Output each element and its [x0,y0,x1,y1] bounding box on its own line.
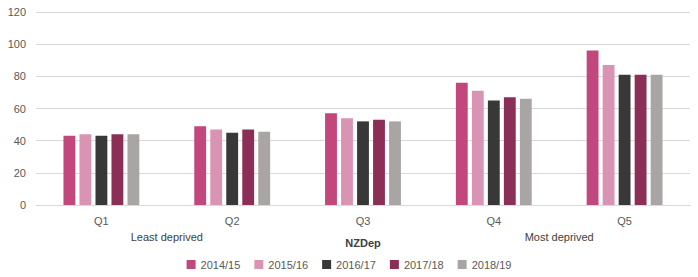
svg-text:2015/16: 2015/16 [268,259,308,271]
svg-text:2014/15: 2014/15 [201,259,241,271]
svg-text:40: 40 [14,135,26,147]
svg-text:2018/19: 2018/19 [472,259,512,271]
svg-text:80: 80 [14,70,26,82]
svg-text:120: 120 [8,6,26,18]
svg-text:Q4: Q4 [486,215,501,227]
svg-text:0: 0 [20,199,26,211]
svg-text:Q1: Q1 [94,215,109,227]
svg-text:Q5: Q5 [617,215,632,227]
svg-text:Q3: Q3 [356,215,371,227]
svg-text:2016/17: 2016/17 [336,259,376,271]
svg-text:60: 60 [14,103,26,115]
svg-text:100: 100 [8,38,26,50]
svg-text:Q2: Q2 [225,215,240,227]
svg-text:2017/18: 2017/18 [404,259,444,271]
svg-text:NZDep: NZDep [345,237,381,249]
svg-text:Most deprived: Most deprived [525,231,594,243]
svg-text:20: 20 [14,167,26,179]
svg-text:Least deprived: Least deprived [131,231,203,243]
